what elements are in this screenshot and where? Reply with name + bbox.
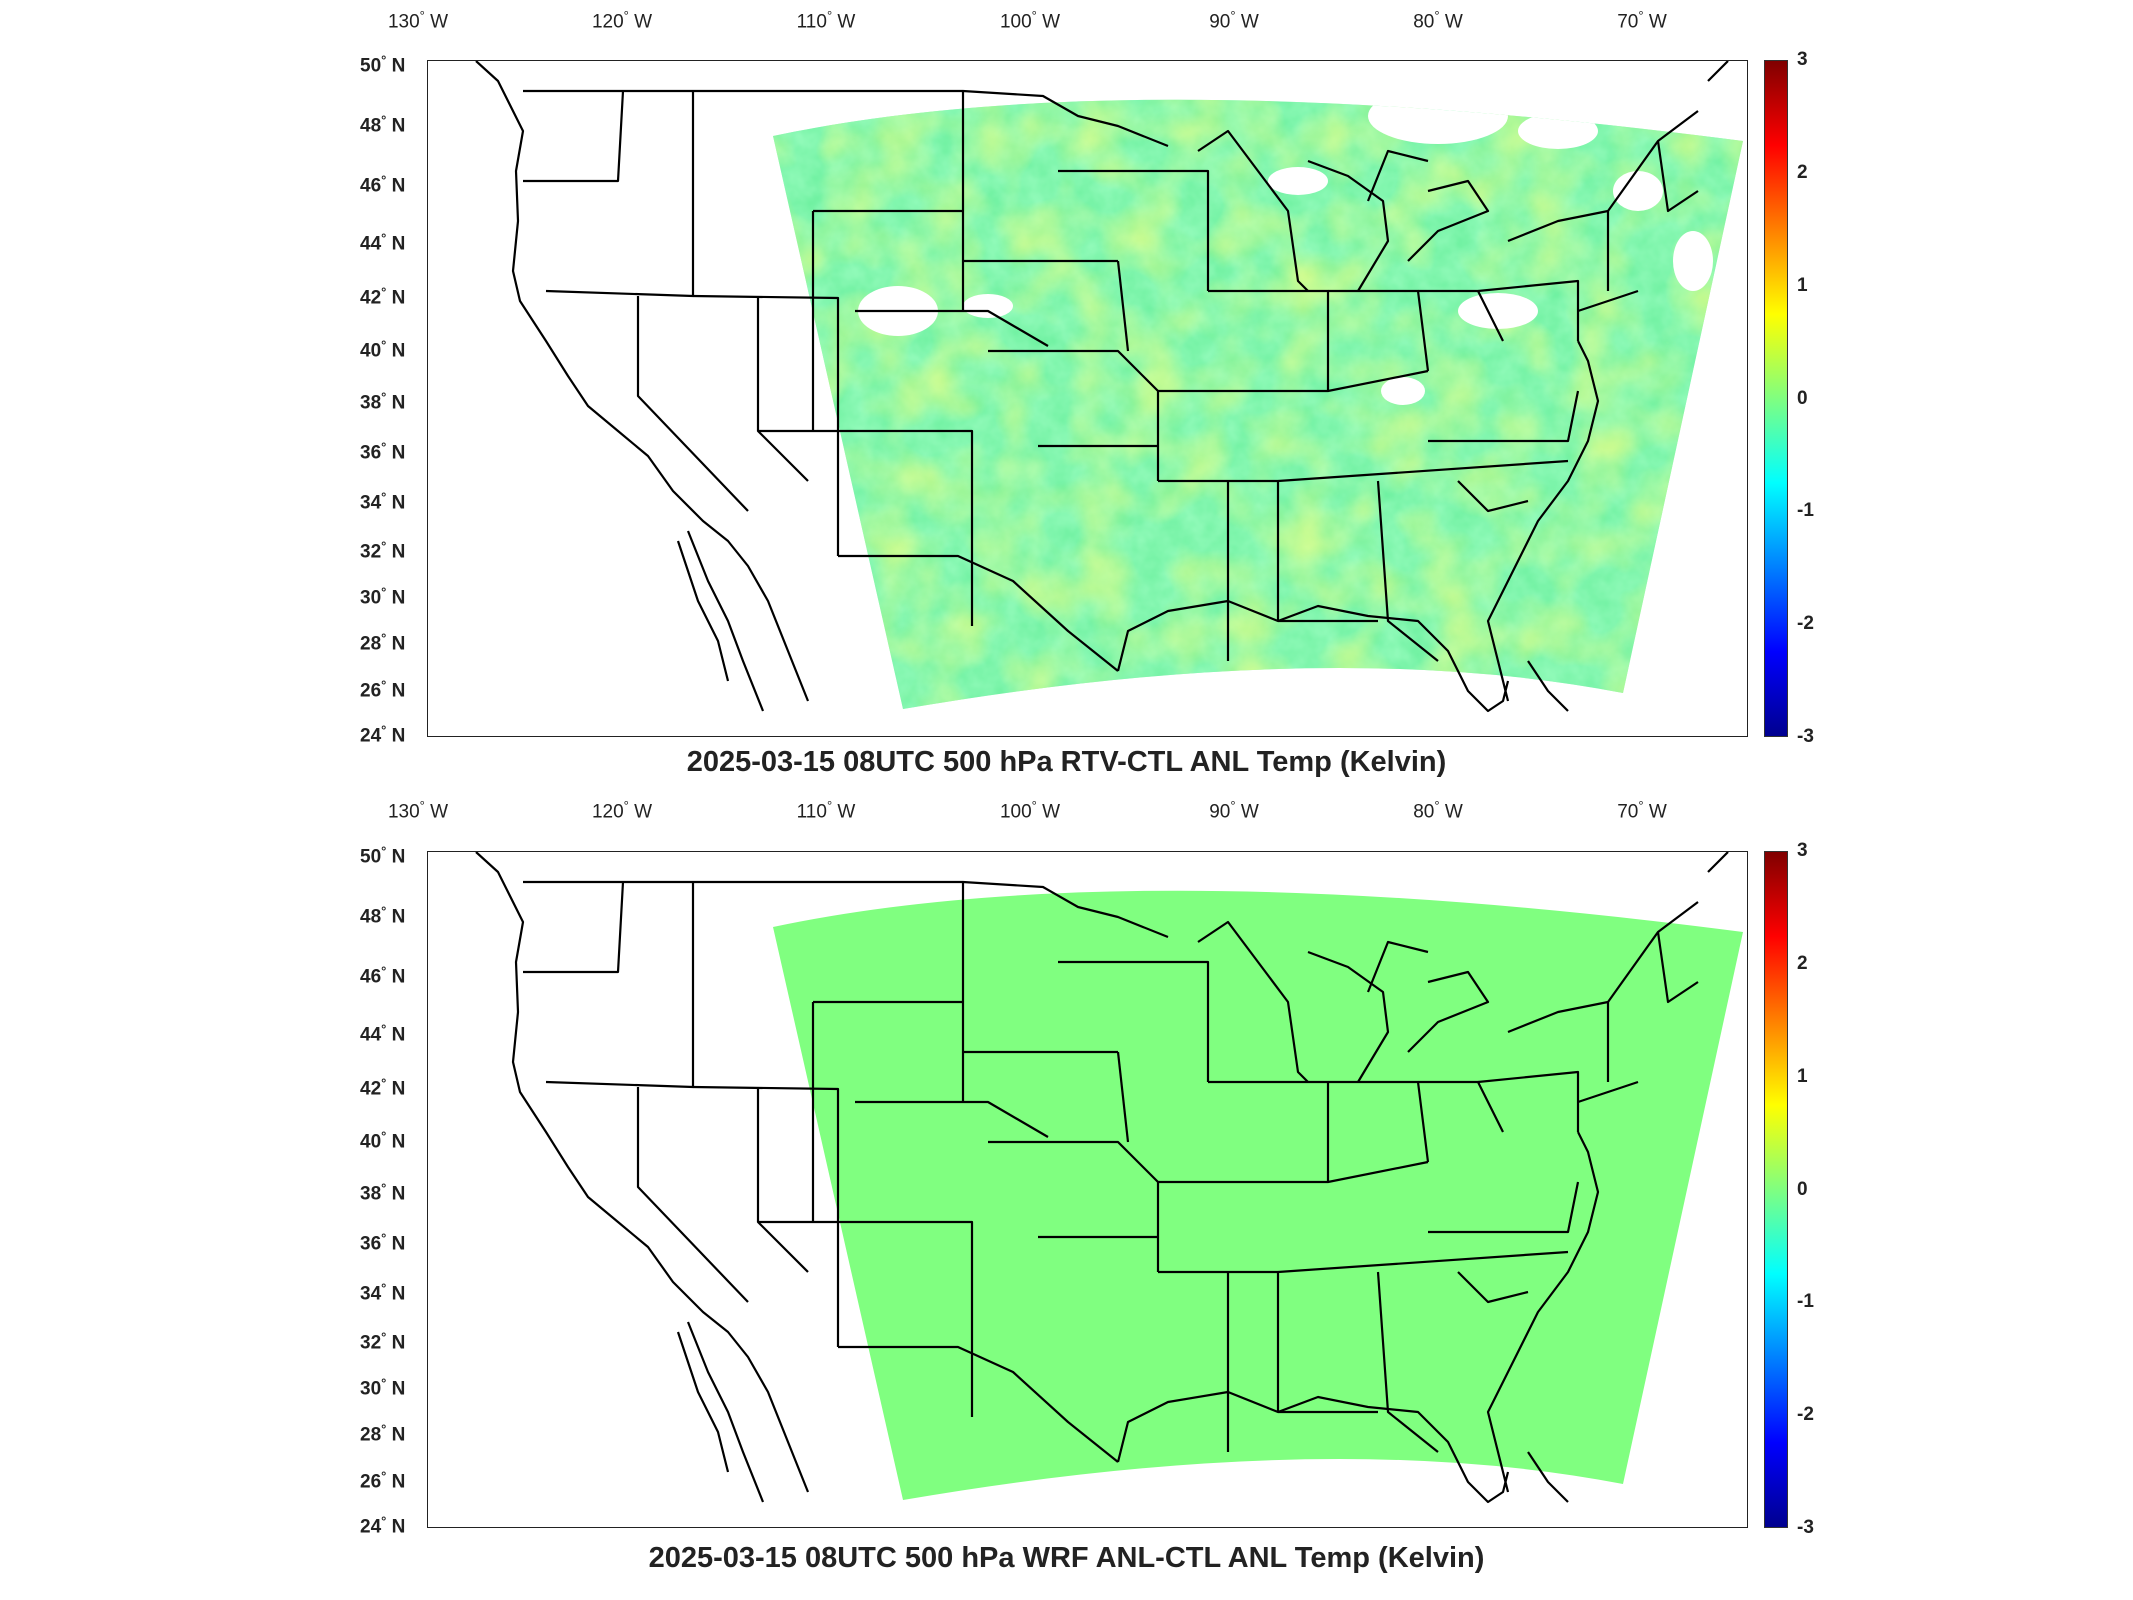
latitude-tick-label: 36° N	[360, 1230, 406, 1255]
colorbar-tick-label: -2	[1797, 1404, 1814, 1426]
latitude-tick-label: 28° N	[360, 1421, 406, 1446]
longitude-tick-label: 100° W	[999, 8, 1061, 33]
map-area[interactable]	[427, 851, 1748, 1528]
longitude-tick-label: 130° W	[387, 8, 449, 33]
map-area[interactable]	[427, 60, 1748, 737]
longitude-tick-label: 90° W	[1209, 798, 1259, 823]
latitude-tick-label: 24° N	[360, 722, 406, 747]
latitude-tick-label: 42° N	[360, 284, 406, 309]
latitude-tick-label: 50° N	[360, 52, 406, 77]
latitude-tick-label: 44° N	[360, 1021, 406, 1046]
colorbar-tick-label: -3	[1797, 1517, 1814, 1538]
analysis-field-bottom	[773, 890, 1743, 1500]
colorbar-tick-label: 1	[1797, 1065, 1808, 1087]
latitude-tick-label: 40° N	[360, 337, 406, 362]
panel-title: 2025-03-15 08UTC 500 hPa WRF ANL-CTL ANL…	[648, 1542, 1485, 1574]
latitude-tick-label: 36° N	[360, 439, 406, 464]
latitude-tick-label: 34° N	[360, 489, 406, 514]
map-panel-bottom: 130° W 120° W 110° W 100° W 90° W 80° W 70° W …	[0, 790, 2133, 1600]
latitude-tick-label: 48° N	[360, 112, 406, 137]
map-svg	[475, 61, 1743, 713]
colorbar-tick-label: 3	[1797, 49, 1808, 70]
state-boundaries	[475, 852, 1729, 1504]
longitude-tick-label: 80° W	[1413, 798, 1463, 823]
colorbar	[1764, 851, 1788, 1528]
latitude-tick-label: 38° N	[360, 1180, 406, 1205]
latitude-tick-label: 24° N	[360, 1513, 406, 1538]
colorbar-tick-label: 2	[1797, 952, 1808, 974]
longitude-tick-label: 80° W	[1413, 8, 1463, 33]
latitude-tick-label: 30° N	[360, 584, 406, 609]
longitude-tick-label: 100° W	[999, 798, 1061, 823]
longitude-tick-label: 70° W	[1617, 8, 1667, 33]
latitude-tick-label: 34° N	[360, 1280, 406, 1305]
longitude-tick-label: 70° W	[1617, 798, 1667, 823]
map-panel-top: 130° W 120° W 110° W 100° W 90° W 80° W 70° W …	[0, 0, 2133, 790]
colorbar-tick-label: 2	[1797, 161, 1808, 183]
longitude-tick-label: 120° W	[591, 8, 653, 33]
latitude-tick-label: 44° N	[360, 230, 406, 255]
longitude-tick-label: 110° W	[796, 798, 856, 823]
colorbar-tick-label: 0	[1797, 1178, 1808, 1200]
latitude-tick-label: 38° N	[360, 389, 406, 414]
colorbar-tick-label: -2	[1797, 613, 1814, 635]
latitude-tick-label: 48° N	[360, 903, 406, 928]
colorbar-tick-label: 3	[1797, 840, 1808, 861]
state-boundaries	[475, 61, 1729, 713]
colorbar-tick-label: 0	[1797, 387, 1808, 409]
longitude-tick-label: 90° W	[1209, 8, 1259, 33]
longitude-tick-label: 120° W	[591, 798, 653, 823]
longitude-tick-label: 130° W	[387, 798, 449, 823]
latitude-tick-label: 26° N	[360, 677, 406, 702]
latitude-tick-label: 32° N	[360, 538, 406, 563]
latitude-tick-label: 42° N	[360, 1075, 406, 1100]
latitude-tick-label: 50° N	[360, 843, 406, 868]
latitude-tick-label: 40° N	[360, 1128, 406, 1153]
map-svg	[475, 852, 1743, 1504]
longitude-tick-label: 110° W	[796, 8, 856, 33]
latitude-tick-label: 46° N	[360, 172, 406, 197]
colorbar-tick-label: -3	[1797, 726, 1814, 747]
latitude-tick-label: 46° N	[360, 963, 406, 988]
panel-title: 2025-03-15 08UTC 500 hPa RTV-CTL ANL Tem…	[686, 746, 1447, 778]
colorbar-tick-label: -1	[1797, 1291, 1814, 1313]
colorbar-tick-label: 1	[1797, 274, 1808, 296]
colorbar	[1764, 60, 1788, 737]
colorbar-tick-label: -1	[1797, 500, 1814, 522]
latitude-tick-label: 26° N	[360, 1468, 406, 1493]
analysis-field-top	[773, 99, 1743, 710]
latitude-tick-label: 30° N	[360, 1375, 406, 1400]
latitude-tick-label: 28° N	[360, 630, 406, 655]
latitude-tick-label: 32° N	[360, 1329, 406, 1354]
